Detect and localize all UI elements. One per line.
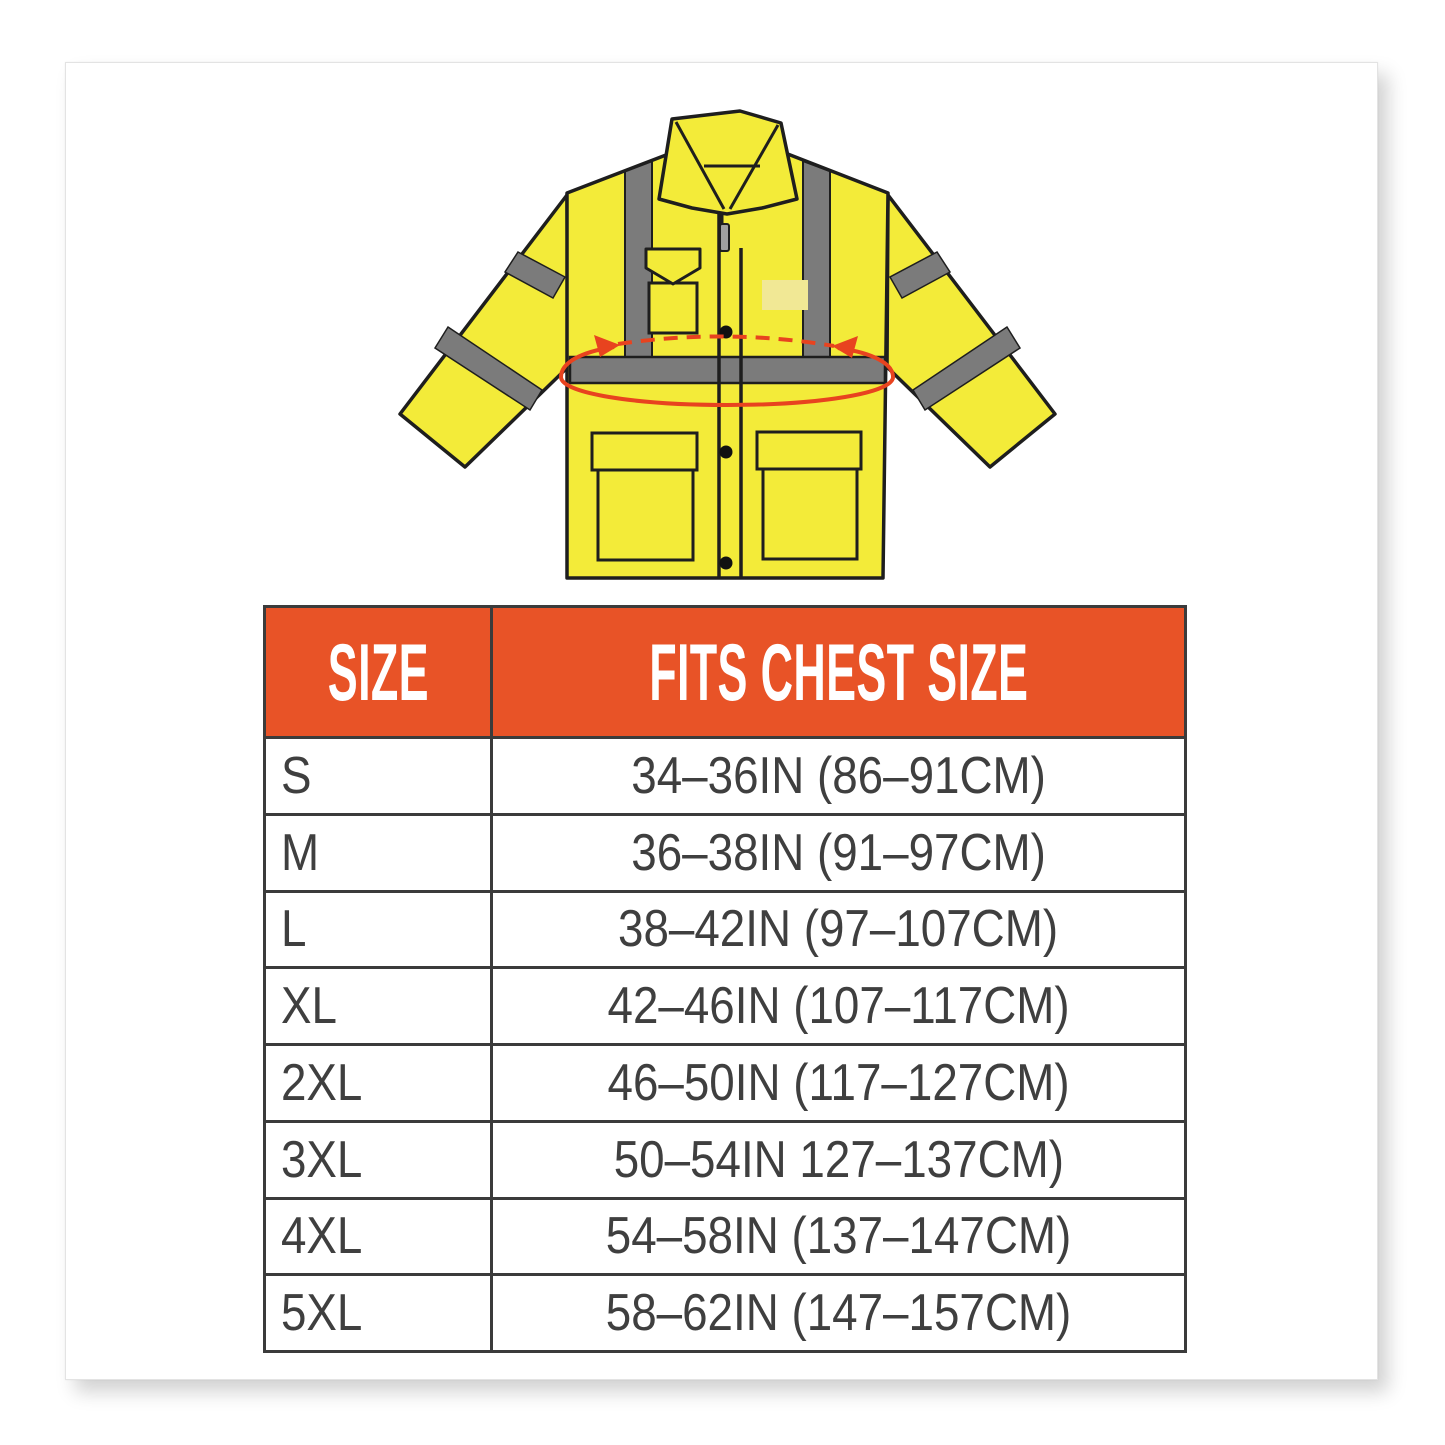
size-cell: XL: [266, 966, 490, 1043]
fits-value-cell: 58–62IN (147–157CM): [490, 1273, 1184, 1350]
fits-value-cell: 36–38IN (91–97CM): [490, 812, 1184, 890]
fits-column-header-label: FITS CHEST SIZE: [648, 626, 1029, 718]
cargo-pocket-right: [755, 430, 863, 561]
sleeve-reflective-band: [433, 325, 544, 412]
fits-value-cell: 54–58IN (137–147CM): [490, 1196, 1184, 1274]
sleeve-reflective-band: [888, 251, 952, 300]
sleeve-reflective-band: [911, 325, 1022, 412]
jacket-collar: [657, 109, 799, 216]
size-cell: M: [266, 812, 490, 890]
fits-value-cell: 42–46IN (107–117CM): [490, 966, 1184, 1043]
cargo-pocket-left: [590, 431, 699, 562]
id-badge: [762, 280, 808, 310]
reflective-stripe-right: [802, 159, 831, 358]
size-column-header-label: SIZE: [327, 626, 429, 718]
front-zipper: [717, 213, 743, 577]
size-cell: L: [266, 889, 490, 967]
fits-value-cell: 46–50IN (117–127CM): [490, 1043, 1184, 1120]
snap-button: [719, 556, 733, 570]
snap-button: [719, 445, 733, 459]
chest-pocket: [644, 247, 702, 335]
size-cell: S: [266, 736, 490, 813]
jacket-left-sleeve: [398, 193, 570, 469]
measure-arrow-left: [594, 335, 620, 357]
size-cell: 4XL: [266, 1196, 490, 1274]
sleeve-reflective-band: [503, 251, 567, 300]
zipper-pull: [719, 223, 730, 252]
size-chart-table: SIZE FITS CHEST SIZE S 34–36IN (86–91CM)…: [263, 605, 1187, 1353]
fits-value-cell: 34–36IN (86–91CM): [490, 736, 1184, 813]
fits-value-cell: 50–54IN 127–137CM): [490, 1119, 1184, 1197]
size-cell: 5XL: [266, 1273, 490, 1350]
jacket-right-sleeve: [885, 193, 1057, 469]
chest-measurement-indicator: [558, 334, 896, 408]
reflective-chest-band: [568, 355, 887, 385]
fits-chest-size-column-header: FITS CHEST SIZE: [490, 608, 1184, 736]
size-cell: 3XL: [266, 1119, 490, 1197]
measure-arrow-right: [832, 336, 858, 358]
size-cell: 2XL: [266, 1043, 490, 1120]
size-column-header: SIZE: [266, 608, 490, 736]
fits-value-cell: 38–42IN (97–107CM): [490, 889, 1184, 967]
measure-tape-back-dashed: [617, 334, 835, 348]
